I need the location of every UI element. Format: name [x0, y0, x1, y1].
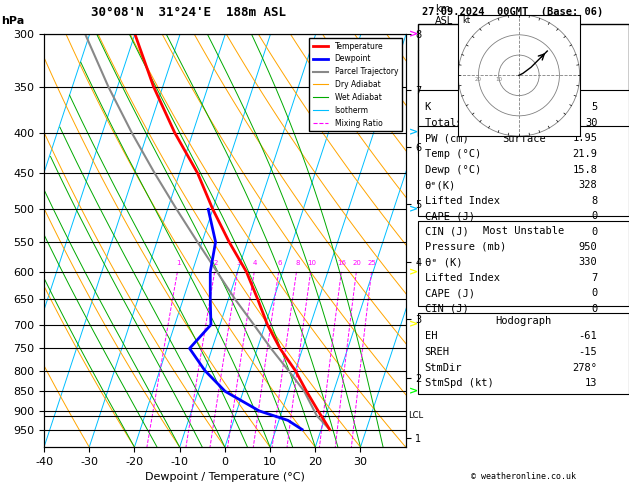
Text: >: >	[409, 29, 418, 39]
Text: Hodograph: Hodograph	[496, 316, 552, 326]
Text: 278°: 278°	[572, 363, 598, 373]
Text: StmSpd (kt): StmSpd (kt)	[425, 378, 493, 388]
Legend: Temperature, Dewpoint, Parcel Trajectory, Dry Adiabat, Wet Adiabat, Isotherm, Mi: Temperature, Dewpoint, Parcel Trajectory…	[309, 38, 402, 131]
FancyBboxPatch shape	[418, 24, 629, 136]
X-axis label: Dewpoint / Temperature (°C): Dewpoint / Temperature (°C)	[145, 472, 305, 483]
Text: 0: 0	[591, 211, 598, 222]
Text: K: K	[425, 102, 431, 112]
Text: hPa: hPa	[1, 16, 24, 26]
Text: >: >	[409, 386, 418, 397]
FancyBboxPatch shape	[418, 221, 629, 306]
Text: 10: 10	[495, 77, 502, 83]
Text: 328: 328	[579, 180, 598, 191]
Text: θᵉ(K): θᵉ(K)	[425, 180, 456, 191]
Text: 16: 16	[338, 260, 347, 266]
Text: PW (cm): PW (cm)	[425, 133, 469, 143]
Text: Lifted Index: Lifted Index	[425, 196, 499, 206]
Text: Totals Totals: Totals Totals	[425, 118, 506, 128]
Text: 21.9: 21.9	[572, 149, 598, 159]
Text: >: >	[409, 320, 418, 330]
Text: 20: 20	[353, 260, 362, 266]
Text: km
ASL: km ASL	[435, 4, 453, 26]
Text: EH: EH	[425, 331, 437, 342]
Text: 1: 1	[176, 260, 181, 266]
Text: CAPE (J): CAPE (J)	[425, 288, 475, 298]
FancyBboxPatch shape	[418, 313, 629, 394]
Text: >: >	[409, 128, 418, 138]
Text: kt: kt	[462, 16, 470, 25]
Text: θᵉ (K): θᵉ (K)	[425, 257, 462, 267]
Text: Most Unstable: Most Unstable	[483, 226, 564, 236]
Text: Dewp (°C): Dewp (°C)	[425, 165, 481, 175]
FancyBboxPatch shape	[418, 126, 629, 216]
Text: 20: 20	[475, 77, 482, 83]
Text: 5: 5	[591, 102, 598, 112]
Text: Pressure (mb): Pressure (mb)	[425, 242, 506, 252]
Text: 3: 3	[236, 260, 241, 266]
Text: 13: 13	[585, 378, 598, 388]
Text: 950: 950	[579, 242, 598, 252]
Text: Surface: Surface	[502, 134, 545, 144]
Text: 0: 0	[591, 304, 598, 314]
Text: 8: 8	[591, 196, 598, 206]
Text: 10: 10	[307, 260, 316, 266]
Text: 8: 8	[295, 260, 299, 266]
Text: -61: -61	[579, 331, 598, 342]
Text: StmDir: StmDir	[425, 363, 462, 373]
Text: 25: 25	[368, 260, 377, 266]
Text: 1.95: 1.95	[572, 133, 598, 143]
Text: 7: 7	[591, 273, 598, 283]
Text: CIN (J): CIN (J)	[425, 227, 469, 237]
Text: 30: 30	[585, 118, 598, 128]
Text: -15: -15	[579, 347, 598, 357]
Text: SREH: SREH	[425, 347, 450, 357]
Text: 4: 4	[253, 260, 257, 266]
Text: 27.09.2024  00GMT  (Base: 06): 27.09.2024 00GMT (Base: 06)	[423, 7, 604, 17]
Text: >: >	[409, 267, 418, 277]
Text: 0: 0	[591, 227, 598, 237]
Text: CIN (J): CIN (J)	[425, 304, 469, 314]
Text: 6: 6	[277, 260, 282, 266]
Text: 0: 0	[591, 288, 598, 298]
Text: 330: 330	[579, 257, 598, 267]
Text: Lifted Index: Lifted Index	[425, 273, 499, 283]
Text: 2: 2	[213, 260, 218, 266]
Text: © weatheronline.co.uk: © weatheronline.co.uk	[471, 472, 576, 481]
Text: Temp (°C): Temp (°C)	[425, 149, 481, 159]
Text: CAPE (J): CAPE (J)	[425, 211, 475, 222]
FancyBboxPatch shape	[418, 90, 629, 153]
Text: 30°08'N  31°24'E  188m ASL: 30°08'N 31°24'E 188m ASL	[91, 6, 286, 19]
Text: >: >	[409, 204, 418, 214]
Text: LCL: LCL	[408, 411, 423, 420]
Text: 15.8: 15.8	[572, 165, 598, 175]
